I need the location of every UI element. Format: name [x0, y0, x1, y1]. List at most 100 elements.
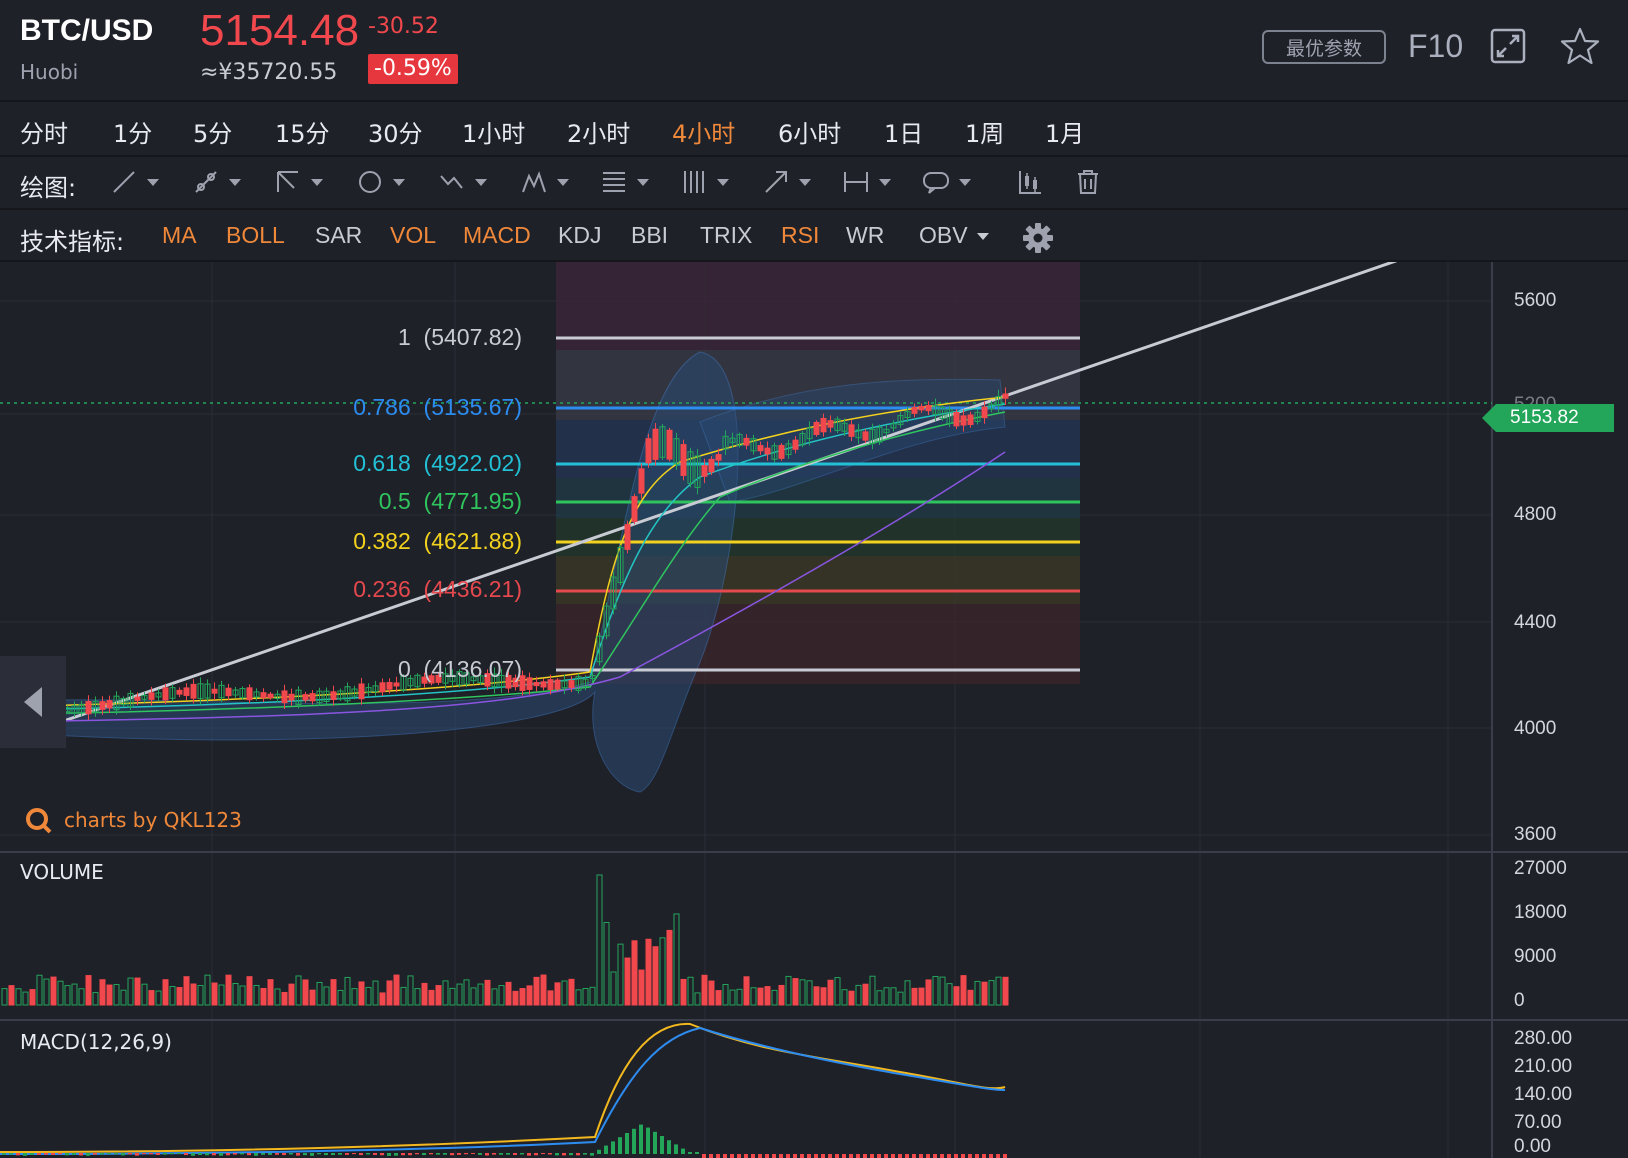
volume-bar [946, 983, 953, 1006]
timeframe-tab[interactable]: 15分 [275, 120, 330, 148]
volume-bar [715, 990, 722, 1006]
volume-bar [260, 987, 267, 1006]
candle [477, 675, 484, 684]
volume-bar [428, 989, 435, 1006]
expand-icon[interactable] [1490, 28, 1526, 64]
candle [981, 406, 988, 419]
volume-bar [274, 988, 281, 1006]
ellipse-tool-icon [359, 171, 381, 193]
macd-histogram-bar [233, 1153, 237, 1155]
pattern-tool[interactable] [520, 166, 570, 198]
macd-histogram-bar [289, 1153, 293, 1155]
candle [113, 695, 120, 711]
timeframe-tab[interactable]: 30分 [368, 120, 423, 148]
volume-bar [386, 980, 393, 1006]
volume-bar [568, 978, 575, 1006]
macd-histogram-bar [37, 1153, 41, 1155]
macd-histogram-bar [975, 1154, 979, 1158]
volume-bar [253, 984, 260, 1006]
fib-label-0236: 0.236 (4436.21) [32, 576, 522, 603]
candle [442, 673, 449, 684]
timeframe-tab[interactable]: 分时 [20, 120, 68, 148]
volume-bar [267, 979, 274, 1006]
scroll-left-button[interactable] [0, 656, 66, 748]
candle [540, 681, 547, 688]
range-tool[interactable] [842, 166, 892, 198]
volume-bar [134, 977, 141, 1006]
fib-label-0618: 0.618 (4922.02) [32, 450, 522, 477]
volume-bar [36, 974, 43, 1006]
indicator-kdj[interactable]: KDJ [558, 222, 602, 248]
star-icon[interactable] [1560, 26, 1600, 66]
candle [869, 428, 876, 445]
indicator-ma[interactable]: MA [162, 222, 197, 248]
timeframe-tab[interactable]: 1月 [1045, 120, 1085, 148]
indicator-trix[interactable]: TRIX [700, 222, 753, 248]
volume-bar [848, 990, 855, 1006]
macd-histogram-bar [723, 1154, 727, 1158]
note-tool[interactable] [922, 166, 972, 198]
candle [610, 576, 617, 610]
macd-histogram-bar [674, 1144, 678, 1154]
macd-histogram-bar [443, 1153, 447, 1155]
candle [379, 682, 386, 693]
candle [932, 405, 939, 415]
macd-histogram-bar [856, 1154, 860, 1158]
line-tool[interactable] [110, 166, 160, 198]
macd-histogram-bar [324, 1153, 328, 1156]
channel-tool[interactable] [274, 166, 324, 198]
candle [512, 677, 519, 688]
timeframe-tab[interactable]: 1分 [113, 120, 153, 148]
indicator-vol[interactable]: VOL [390, 222, 437, 248]
indicator-boll[interactable]: BOLL [226, 222, 285, 248]
macd-histogram-bar [898, 1154, 902, 1158]
candle [960, 415, 967, 426]
arrow-tool[interactable] [762, 166, 812, 198]
macd-histogram-bar [401, 1153, 405, 1156]
macd-histogram-bar [317, 1153, 321, 1155]
volume-bar [295, 975, 302, 1006]
candle [400, 675, 407, 691]
wave-tool[interactable] [438, 166, 488, 198]
divider [0, 155, 1628, 157]
timeframe-tab[interactable]: 5分 [193, 120, 233, 148]
volume-bar [113, 984, 120, 1006]
volume-bar [141, 983, 148, 1006]
price-axis-tick: 4000 [1514, 718, 1557, 739]
indicator-sar[interactable]: SAR [315, 222, 363, 248]
timeframe-tab-active[interactable]: 4小时 [672, 120, 736, 148]
indicator-bbi[interactable]: BBI [631, 222, 669, 248]
candle [876, 426, 883, 443]
macd-histogram-bar [268, 1153, 272, 1155]
candle [260, 692, 267, 699]
indicator-macd[interactable]: MACD [463, 222, 531, 248]
ray-tool[interactable] [192, 166, 242, 198]
macd-histogram-bar [429, 1153, 433, 1155]
candle [134, 696, 141, 701]
candle [428, 675, 435, 684]
gear-icon[interactable] [1022, 222, 1054, 254]
gann-tool[interactable] [680, 166, 730, 198]
indicator-rsi[interactable]: RSI [781, 222, 820, 248]
channel-tool-icon [277, 171, 298, 192]
macd-histogram-bar [44, 1153, 48, 1155]
timeframe-tab[interactable]: 1日 [884, 120, 924, 148]
volume-bar [414, 988, 421, 1006]
ellipse-tool[interactable] [356, 166, 406, 198]
f10-button[interactable]: F10 [1408, 28, 1464, 64]
best-params-button[interactable]: 最优参数 [1262, 30, 1386, 64]
fib-label-1: 1 (5407.82) [32, 324, 522, 351]
timeframe-tab[interactable]: 6小时 [778, 120, 842, 148]
indicator-wr[interactable]: WR [846, 222, 885, 248]
timeframe-tab[interactable]: 1小时 [462, 120, 526, 148]
volume-bar [526, 985, 533, 1006]
indicator-obv-dropdown[interactable]: OBV [919, 222, 990, 249]
delete-drawings[interactable] [1074, 166, 1102, 198]
macd-histogram-bar [835, 1154, 839, 1158]
macd-histogram-bar [863, 1154, 867, 1158]
timeframe-tab[interactable]: 2小时 [567, 120, 631, 148]
candle-toggle[interactable] [1016, 166, 1044, 198]
timeframe-tab[interactable]: 1周 [965, 120, 1005, 148]
volume-bar [820, 987, 827, 1006]
fib-tool[interactable] [600, 166, 650, 198]
